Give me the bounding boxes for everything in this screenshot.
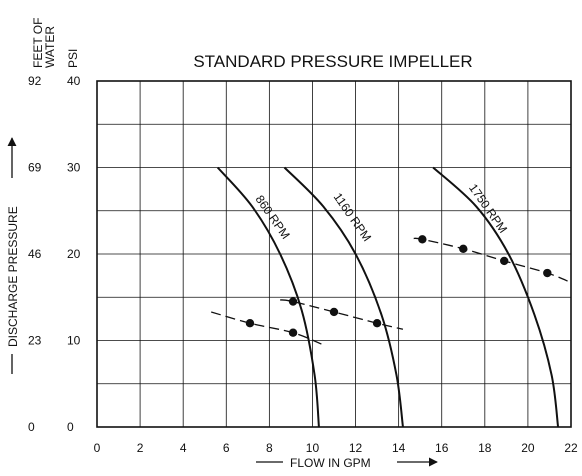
pump-curve-label-1160-rpm: 1160 RPM [331,190,374,244]
y-header-feet-line1: FEET OF [31,18,45,68]
x-tick-label: 4 [180,441,187,455]
system-curve-point [500,256,509,266]
y-tick-label-feet: 23 [28,334,42,348]
y-header-psi: PSI [66,49,80,68]
y-tick-label-psi: 0 [67,420,74,434]
system-curve-point [288,297,298,306]
y-tick-label-psi: 10 [67,334,81,348]
x-tick-label: 12 [349,441,363,455]
system-curve-point [418,235,427,244]
system-curve-point [543,268,552,278]
x-tick-label: 0 [94,441,101,455]
system-curves [211,235,572,346]
x-tick-label: 6 [223,441,230,455]
x-tick-label: 2 [137,441,144,455]
pump-curve-860-rpm [216,166,320,428]
y-tick-label-feet: 0 [28,420,35,434]
x-tick-label: 16 [435,441,449,455]
x-tick-label: 8 [266,441,273,455]
x-tick-label: 22 [564,441,578,455]
grid-lines [97,81,571,427]
x-tick-labels: 0 2 4 6 8 10 12 14 16 18 20 22 [94,441,578,455]
y-tick-label-psi: 20 [67,247,81,261]
pump-curve-label-1750-rpm: 1750 RPM [466,181,510,235]
system-curve-point [288,328,298,337]
system-curve-point [329,307,339,317]
pump-curve-1750-rpm [432,166,560,428]
x-tick-label: 10 [306,441,320,455]
y-tick-label-psi: 40 [67,74,81,88]
y-tick-label-feet: 92 [28,74,42,88]
x-tick-label: 14 [392,441,406,455]
pump-curve-1160-rpm [283,166,404,428]
system-curve-point [245,319,255,328]
y-header-feet: FEET OF WATER [31,14,57,68]
y-axis-label: DISCHARGE PRESSURE [6,206,20,347]
x-tick-label: 20 [521,441,535,455]
x-axis-label: FLOW IN GPM [290,456,371,470]
chart-title: STANDARD PRESSURE IMPELLER [193,52,472,71]
y-tick-label-feet: 46 [28,247,42,261]
system-curve-1 [211,311,324,346]
y-tick-label-feet: 69 [28,161,42,175]
system-curve-point [372,319,382,328]
plot-frame [96,80,572,428]
y-tick-labels-psi: 0 10 20 30 40 [67,74,81,434]
y-tick-labels-feet: 0 23 46 69 92 [28,74,42,434]
y-tick-label-psi: 30 [67,161,81,175]
y-header-feet-line2: WATER [43,26,57,68]
system-curve-2 [280,299,404,330]
system-curve-point [459,244,468,254]
x-tick-label: 18 [478,441,492,455]
